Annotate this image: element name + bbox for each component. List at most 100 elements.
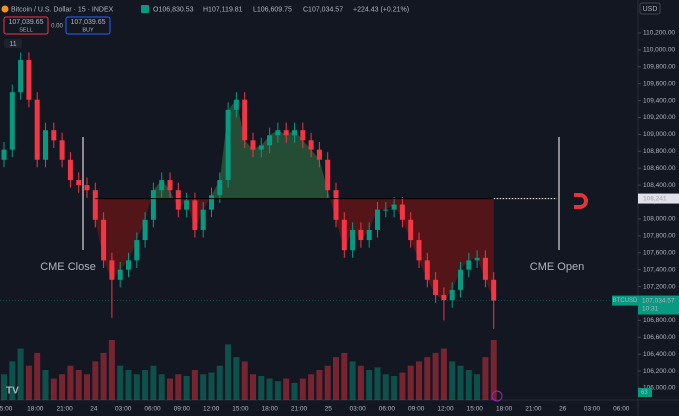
candle-body: [366, 229, 372, 241]
y-tick-label: 106,400.00: [643, 351, 676, 358]
buy-label: BUY: [82, 27, 94, 33]
volume-bar: [34, 352, 41, 400]
candle-body: [209, 195, 214, 210]
buy-button[interactable]: [65, 16, 111, 35]
volume-tag: [638, 388, 652, 397]
volume-bar: [349, 361, 356, 400]
candle-body: [9, 92, 15, 150]
volume-bar: [50, 378, 57, 400]
currency-box[interactable]: [639, 2, 661, 15]
volume-bar: [399, 372, 406, 400]
ohlc-value: H107,119.81: [203, 6, 243, 13]
candle-body: [308, 140, 314, 150]
y-tick-label: 108,800.00: [643, 148, 676, 155]
volume-bar: [84, 374, 90, 400]
candle-body: [449, 289, 455, 301]
candle-body: [67, 159, 73, 181]
candle-body: [292, 130, 297, 136]
x-tick-label: 09:00: [408, 406, 425, 413]
candle-body: [267, 135, 273, 146]
candle-body: [225, 109, 231, 181]
candle-body: [150, 190, 156, 220]
y-tick-label: 110,200.00: [643, 30, 675, 37]
x-tick-label: 18:00: [27, 406, 44, 413]
sell-price: 107,039.65: [8, 19, 43, 26]
sell-label: SELL: [19, 27, 32, 33]
candle-body: [333, 190, 339, 220]
volume-bar: [382, 374, 389, 400]
candle-body: [316, 149, 322, 160]
volume-bar: [449, 361, 456, 400]
volume-bar: [432, 352, 439, 400]
volume-bar: [324, 365, 331, 400]
volume-bar: [92, 361, 99, 400]
volume-bar: [316, 370, 323, 400]
volume-bar: [299, 378, 306, 400]
candle-body: [466, 260, 472, 270]
x-tick-label: 03:00: [349, 406, 366, 413]
candle-body: [117, 269, 123, 280]
candle-body: [300, 130, 306, 141]
volume-bar: [474, 374, 481, 400]
candle-body: [441, 295, 447, 301]
x-tick-label: 06:00: [613, 406, 630, 413]
candle-body: [283, 130, 289, 136]
spread: 0.00: [51, 24, 63, 30]
volume-bar: [125, 370, 132, 400]
y-tick-label: 110,000.00: [643, 47, 675, 54]
candle-body: [474, 257, 480, 261]
volume-bar: [482, 357, 489, 400]
gap-tag: [638, 193, 679, 204]
x-tick-label: 24: [90, 406, 98, 413]
candle-body: [242, 99, 248, 141]
y-tick-label: 109,400.00: [643, 97, 676, 104]
x-tick-label: 09:00: [174, 406, 191, 413]
volume-bar: [9, 361, 16, 400]
candle-body: [84, 185, 90, 191]
volume-bar: [25, 365, 32, 400]
volume-bar: [457, 365, 464, 400]
indicator-toggle[interactable]: [4, 39, 22, 48]
candle-body: [424, 260, 430, 280]
annotation: CME Open: [530, 261, 584, 273]
candle-body: [491, 279, 497, 301]
countdown: 10:31: [642, 305, 659, 312]
volume-bar: [490, 340, 497, 400]
candle-body: [59, 140, 65, 160]
candle-body: [416, 240, 422, 261]
volume-bar: [291, 382, 298, 400]
candle-body: [383, 209, 389, 211]
volume-bar: [266, 378, 273, 400]
candle-body: [358, 229, 364, 241]
volume-bar: [308, 374, 315, 400]
volume-bar: [183, 376, 190, 400]
candle-body: [399, 204, 405, 220]
volume-bar: [59, 374, 66, 400]
x-tick-label: 06:00: [144, 406, 161, 413]
y-tick-label: 107,800.00: [643, 233, 676, 240]
ohlc-value: +224.43 (+0.21%): [353, 6, 409, 13]
logo: TV: [6, 386, 19, 397]
x-tick-label: 12:00: [437, 406, 454, 413]
volume-bar: [208, 372, 215, 400]
volume-bar: [17, 348, 24, 400]
candle-body: [1, 149, 7, 160]
volume-bar: [167, 378, 173, 400]
volume-bar: [274, 381, 281, 400]
volume-bar: [191, 370, 198, 400]
volume-bar: [216, 365, 223, 400]
candle-body: [51, 130, 57, 141]
x-tick-label: 18:00: [262, 406, 279, 413]
indicator-count: 11: [9, 41, 16, 48]
volume-bar: [258, 376, 265, 400]
sell-button[interactable]: [3, 16, 49, 35]
volume-bar: [158, 374, 165, 400]
candle-body: [200, 209, 206, 230]
volume-bar: [150, 365, 157, 400]
candle-body: [325, 159, 331, 191]
candle-body: [192, 200, 198, 230]
replay-icon[interactable]: [491, 390, 503, 402]
y-tick-label: 108,600.00: [643, 165, 676, 172]
candle-body: [433, 279, 439, 296]
volume-bar: [142, 370, 149, 400]
